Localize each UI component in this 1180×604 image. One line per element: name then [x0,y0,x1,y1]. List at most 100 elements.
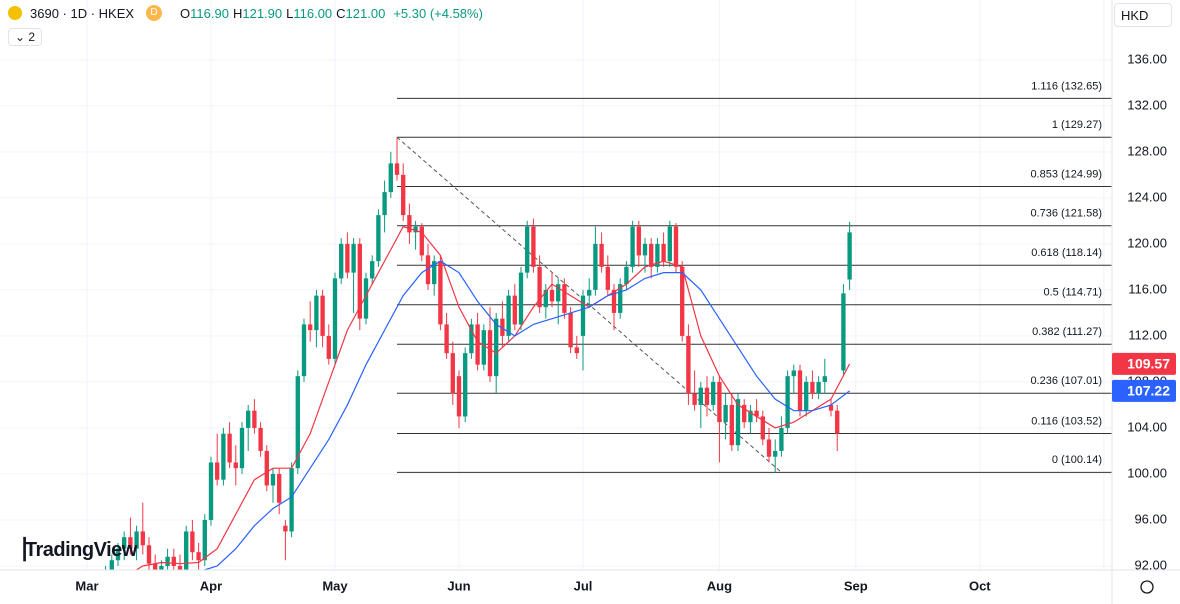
candle-body [649,243,654,267]
y-tick-label: 104.00 [1127,419,1167,434]
candle-body [475,324,480,365]
delay-badge: D [146,5,163,21]
indicator-toggle[interactable]: ⌄ 2 [8,28,43,46]
candle-body [277,473,282,503]
candle-body [735,399,741,446]
candle-body [506,295,511,336]
x-tick-label: May [322,578,348,593]
axes: 92.0096.00100.00104.00108.00112.00116.00… [75,51,1176,593]
candle-body [401,174,406,216]
candle-body [370,261,375,279]
candle-body [239,427,245,469]
candle-body [450,353,455,394]
candle-body [326,335,331,359]
candle-body [215,462,220,480]
fib-label: 0.382 (111.27) [1032,326,1102,338]
candle-body [233,462,238,469]
candle-body [642,243,648,256]
candle-body [432,261,437,285]
fib-label: 0 (100.14) [1052,454,1102,466]
candle-body [816,381,821,394]
y-tick-label: 120.00 [1127,235,1167,250]
y-tick-label: 92.00 [1134,557,1167,572]
candle-body [184,531,189,570]
candle-body [264,450,269,486]
candle-body [766,439,772,457]
candle-body [444,324,449,354]
y-tick-label: 116.00 [1128,281,1167,296]
candle-body [835,410,840,434]
candle-body [624,266,629,285]
fib-label: 0.116 (103.52) [1031,415,1102,427]
candle-body [797,370,803,411]
candle-body [314,295,319,331]
candle-body [122,537,127,549]
moving-average-line [135,225,851,570]
candle-body [630,226,635,267]
fib-label: 0.236 (107.01) [1030,375,1102,387]
settings-icon[interactable] [1140,580,1154,594]
candle-body [382,192,387,216]
candle-body [494,318,499,377]
candle-body [481,330,486,365]
candle-body [686,335,691,394]
candle-body [357,243,362,319]
symbol[interactable]: 3690 · 1D · HKEX [30,5,135,21]
candle-body [587,289,592,296]
candle-body [611,289,617,313]
logo-text: TradingView [24,539,137,561]
ohlc-value: 116.90 [190,5,229,21]
candle-body [729,404,734,446]
candle-body [165,556,170,566]
candle-body [568,312,573,348]
candle-body [618,284,623,313]
candle-body [351,243,356,273]
y-tick-label: 96.00 [1134,511,1167,526]
candle-body [828,404,834,411]
x-tick-label: Apr [200,578,222,593]
candle-body [332,278,338,359]
candle-body [822,376,827,382]
candle-body [525,226,530,273]
moving-average-line [202,260,850,570]
fib-label: 1.116 (132.65) [1031,80,1102,92]
x-tick-label: Aug [707,578,732,593]
candle-body [512,295,517,325]
candle-body [339,243,344,279]
candle-body [487,330,493,377]
candle-body [463,353,468,417]
candle-body [283,525,288,532]
y-tick-label: 132.00 [1127,97,1167,112]
candle-body [580,295,586,336]
candle-body [655,243,660,267]
x-tick-label: Nov [1092,578,1117,593]
fib-label: 0.618 (118.14) [1031,247,1102,259]
candle-body [537,266,542,308]
candle-body [469,324,474,354]
candle-body [599,243,604,267]
candle-body [190,531,195,553]
candle-body [146,545,152,564]
candle-body [246,410,251,428]
x-tick-label: Sep [844,578,868,593]
candle-body [531,226,536,267]
candle-body [680,266,685,336]
candle-body [419,226,424,256]
candle-body [413,226,418,233]
candle-body [518,272,524,325]
y-tick-label: 112.00 [1128,327,1167,342]
currency-button[interactable]: HKD [1114,3,1172,27]
candle-body [159,565,164,570]
candle-body [128,537,133,549]
candle-body [171,556,176,566]
candle-body [196,552,201,561]
candle-body [109,560,114,570]
candle-body [301,324,307,377]
candle-body [153,563,158,570]
candle-body [140,531,145,546]
price-label: 109.57 [1127,356,1170,372]
candle-body [500,318,505,336]
indicator-count: 2 [28,30,36,44]
candle-body [661,243,666,262]
